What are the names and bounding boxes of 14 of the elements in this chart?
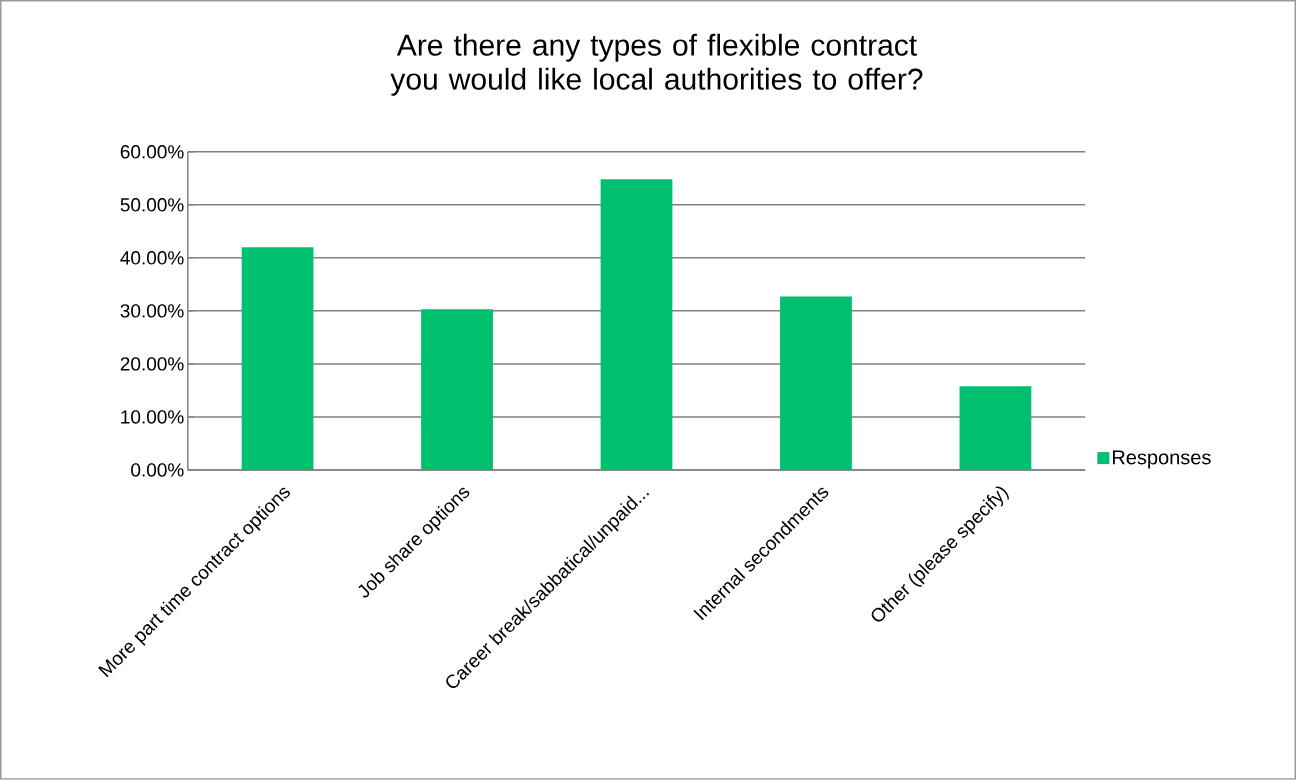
y-tick-label: 60.00% [120,145,184,159]
y-tick-label: 40.00% [120,251,184,265]
y-tick-label: 50.00% [120,198,184,212]
bar [600,179,673,471]
bar [421,309,493,471]
legend-label: Responses [1113,450,1211,469]
chart-title: Are there any types of flexible contract you would like local authorities to offer? [390,33,923,96]
bar [241,247,314,471]
y-tick-label: 30.00% [120,304,184,318]
bar [959,386,1032,471]
bar [780,296,852,471]
y-tick-label: 0.00% [131,463,184,477]
y-tick-label: 10.00% [121,410,184,424]
y-tick-label: 20.00% [120,357,184,371]
